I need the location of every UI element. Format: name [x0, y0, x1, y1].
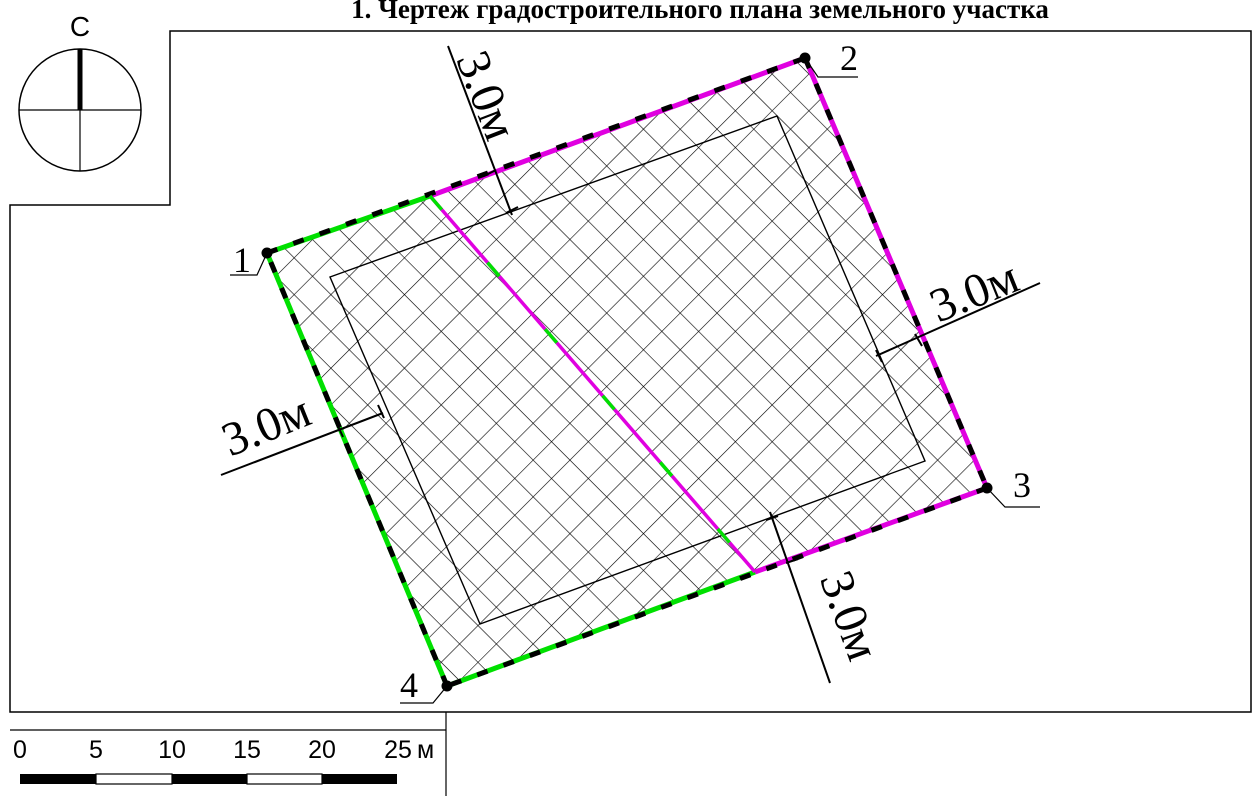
parcel-hatch: [267, 58, 987, 686]
scale-tick-10: 10: [158, 736, 186, 764]
scale-unit: м: [417, 736, 434, 764]
setback-label-top: 3.0м: [446, 44, 528, 147]
scale-segment: [95, 773, 173, 785]
map-frame: [9, 30, 1252, 713]
point-label-2: 2: [840, 38, 858, 78]
scale-tick-0: 0: [13, 736, 27, 764]
scale-segment: [172, 774, 247, 784]
point-leaders: [230, 57, 1040, 704]
setback-label-left: 3.0м: [214, 384, 318, 467]
point-label-3: 3: [1013, 465, 1031, 505]
point-label-1: 1: [233, 240, 251, 280]
page-title: 1. Чертеж градостроительного плана земел…: [351, 0, 1049, 24]
buildable-zone: [329, 115, 926, 625]
setback-label-bottom: 3.0м: [809, 564, 890, 667]
scale-tick-5: 5: [89, 736, 103, 764]
scale-segment: [20, 774, 96, 784]
scale-segment: [246, 773, 323, 785]
north-arrow-icon: [18, 48, 142, 172]
scale-bar: [10, 712, 447, 796]
divider-line: [428, 194, 757, 574]
scale-tick-25: 25: [384, 736, 412, 764]
boundary-dashes: [264, 55, 990, 689]
scale-tick-20: 20: [308, 736, 336, 764]
point-label-4: 4: [400, 665, 418, 705]
setback-label-right: 3.0м: [922, 250, 1026, 333]
north-letter: С: [70, 11, 90, 42]
setback-dimensions: [220, 45, 1041, 684]
scale-segment: [322, 774, 397, 784]
scale-tick-15: 15: [233, 736, 261, 764]
